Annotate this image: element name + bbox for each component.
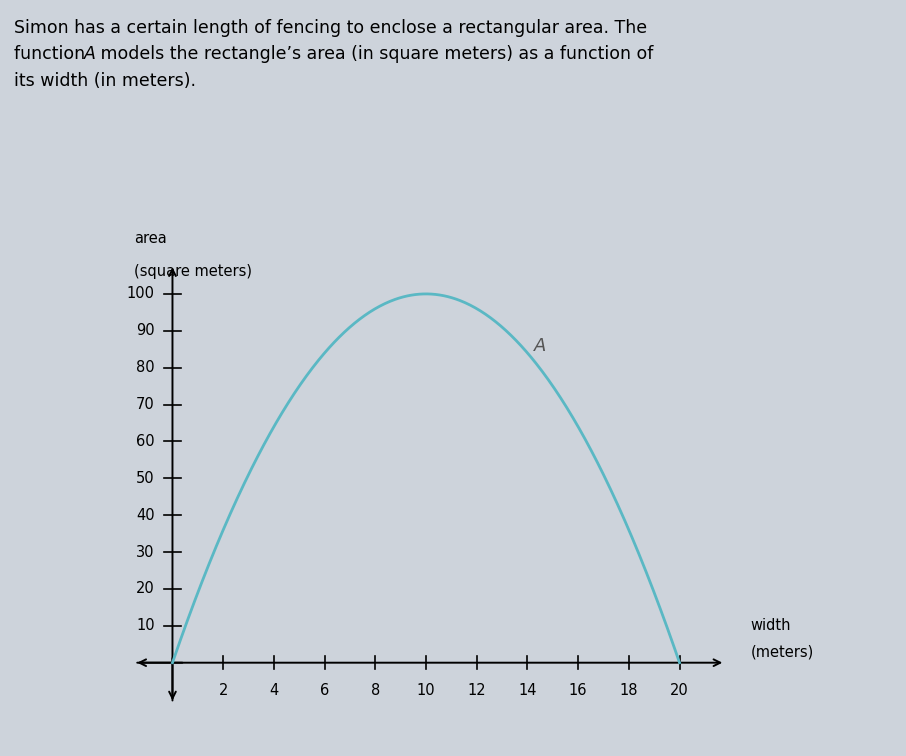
Text: 18: 18 (620, 683, 638, 698)
Text: width: width (750, 618, 791, 634)
Text: A: A (84, 45, 96, 64)
Text: 100: 100 (127, 287, 155, 302)
Text: 10: 10 (136, 618, 155, 634)
Text: Simon has a certain length of fencing to enclose a rectangular area. The: Simon has a certain length of fencing to… (14, 19, 647, 37)
Text: its width (in meters).: its width (in meters). (14, 72, 196, 90)
Text: function: function (14, 45, 91, 64)
Text: 40: 40 (136, 508, 155, 522)
Text: 10: 10 (417, 683, 435, 698)
Text: 8: 8 (371, 683, 380, 698)
Text: 12: 12 (467, 683, 486, 698)
Text: A: A (534, 336, 546, 355)
Text: 6: 6 (320, 683, 329, 698)
Text: 70: 70 (136, 397, 155, 412)
Text: (meters): (meters) (750, 644, 814, 659)
Text: 60: 60 (136, 434, 155, 449)
Text: 14: 14 (518, 683, 536, 698)
Text: 50: 50 (136, 471, 155, 486)
Text: (square meters): (square meters) (134, 265, 253, 280)
Text: models the rectangle’s area (in square meters) as a function of: models the rectangle’s area (in square m… (95, 45, 653, 64)
Text: 2: 2 (218, 683, 228, 698)
Text: 20: 20 (136, 581, 155, 596)
Text: area: area (134, 231, 168, 246)
Text: 20: 20 (670, 683, 689, 698)
Text: 90: 90 (136, 324, 155, 338)
Text: 16: 16 (569, 683, 587, 698)
Text: 4: 4 (269, 683, 278, 698)
Text: 30: 30 (136, 544, 155, 559)
Text: 80: 80 (136, 360, 155, 375)
